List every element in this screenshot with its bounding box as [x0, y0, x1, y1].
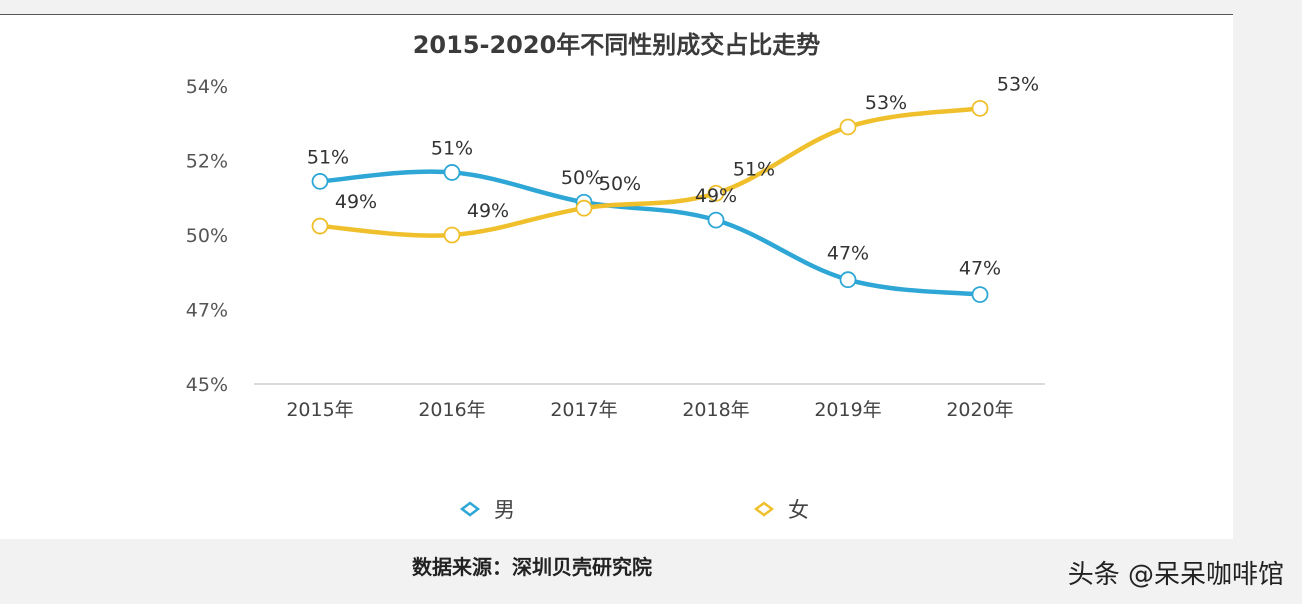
data-label: 53%: [865, 92, 907, 114]
legend: 男女: [459, 498, 809, 522]
data-label: 47%: [959, 258, 1001, 280]
data-point: [575, 199, 593, 217]
data-point: [839, 271, 857, 289]
data-label: 51%: [733, 158, 775, 180]
legend-marker: [753, 501, 775, 517]
data-label: 51%: [307, 146, 349, 168]
data-point: [971, 286, 989, 304]
x-tick-label: 2016年: [418, 399, 485, 421]
y-tick-label: 54%: [186, 76, 228, 98]
x-tick-label: 2020年: [946, 399, 1013, 421]
line-chart: 45% 47% 50% 52% 54% 2015年 2016年 2017年 2018年 2019…: [186, 73, 1045, 522]
data-source: 数据来源：深圳贝壳研究院: [412, 555, 652, 579]
series-line-female: [317, 106, 983, 238]
series-line-male: [317, 169, 983, 297]
y-axis: 45% 47% 50% 52% 54%: [186, 76, 228, 396]
y-tick-label: 50%: [186, 225, 228, 247]
data-label: 51%: [431, 137, 473, 159]
data-label: 49%: [467, 200, 509, 222]
data-label: 53%: [997, 73, 1039, 95]
y-tick-label: 52%: [186, 151, 228, 173]
y-tick-label: 47%: [186, 300, 228, 322]
y-tick-label: 45%: [186, 374, 228, 396]
data-point: [443, 164, 461, 181]
chart-title: 2015-2020年不同性别成交占比走势: [412, 31, 821, 59]
data-label: 47%: [827, 243, 869, 265]
data-label: 50%: [561, 167, 603, 189]
data-label: 49%: [335, 191, 377, 213]
data-point: [311, 217, 329, 235]
legend-marker: [459, 501, 481, 517]
data-point: [839, 118, 857, 136]
data-point: [971, 99, 989, 117]
data-label: 49%: [695, 185, 737, 207]
watermark: 头条 @呆呆咖啡馆: [1067, 560, 1284, 590]
legend-label: 女: [788, 498, 809, 522]
x-tick-label: 2015年: [286, 399, 353, 421]
data-label: 50%: [599, 173, 641, 195]
series-layer: [311, 99, 989, 304]
data-point: [707, 211, 725, 229]
data-point: [443, 226, 461, 244]
data-point: [311, 172, 329, 190]
legend-label: 男: [494, 498, 515, 522]
data-labels: 51% 51% 50% 49% 47% 47% 49% 49% 50% 51% 53% 53%: [307, 73, 1039, 279]
x-tick-label: 2017年: [550, 399, 617, 421]
x-axis: 2015年 2016年 2017年 2018年 2019年 2020年: [254, 383, 1045, 421]
x-tick-label: 2019年: [814, 399, 881, 421]
data-point: [707, 184, 725, 202]
x-tick-label: 2018年: [682, 399, 749, 421]
chart-panel: 2015-2020年不同性别成交占比走势 45% 47% 50% 52% 54% 201…: [0, 14, 1233, 539]
